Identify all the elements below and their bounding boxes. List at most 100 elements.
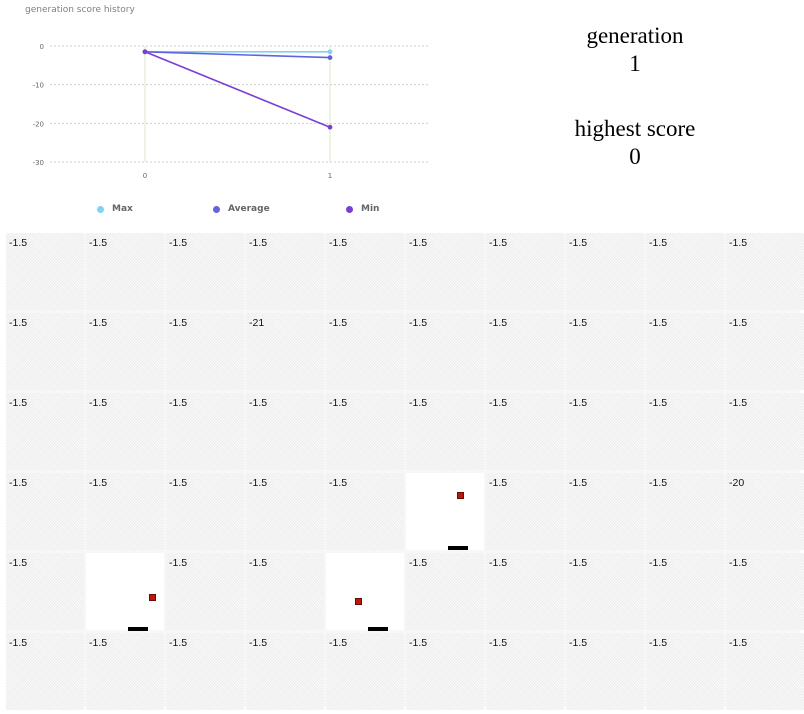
ball bbox=[149, 594, 156, 601]
cell-score: -1.5 bbox=[89, 637, 108, 649]
cell-score: -1.5 bbox=[169, 397, 188, 409]
cell-score: -1.5 bbox=[329, 317, 348, 329]
game-cell: -1.5 bbox=[566, 313, 644, 390]
game-cell: -1.5 bbox=[726, 233, 804, 310]
cell-score: -1.5 bbox=[169, 557, 188, 569]
game-cell: -1.5 bbox=[326, 393, 404, 470]
cell-score: -1.5 bbox=[569, 557, 588, 569]
cell-score: -1.5 bbox=[169, 317, 188, 329]
cell-score: -1.5 bbox=[249, 637, 268, 649]
cell-score: -1.5 bbox=[489, 397, 508, 409]
paddle bbox=[368, 627, 388, 631]
cell-score: -1.5 bbox=[569, 637, 588, 649]
x-tick-label: 1 bbox=[328, 172, 332, 180]
game-cell-active bbox=[326, 553, 404, 631]
legend-min-swatch bbox=[346, 205, 353, 213]
legend-item-min[interactable]: Min bbox=[346, 202, 379, 216]
cell-score: -1.5 bbox=[489, 557, 508, 569]
game-cell: -1.5 bbox=[246, 393, 324, 470]
game-cell: -1.5 bbox=[6, 313, 84, 390]
data-point-min bbox=[327, 124, 333, 130]
cell-score: -1.5 bbox=[729, 397, 748, 409]
legend-max-label: Max bbox=[112, 204, 133, 214]
game-cell: -1.5 bbox=[566, 553, 644, 630]
cell-score: -1.5 bbox=[649, 637, 668, 649]
game-cell: -1.5 bbox=[486, 473, 564, 550]
cell-score: -1.5 bbox=[729, 557, 748, 569]
score-history-chart: generation score history 0 -10 -20 -30 0 1 Ma… bbox=[0, 0, 440, 230]
cell-score: -1.5 bbox=[329, 397, 348, 409]
game-cell: -1.5 bbox=[646, 233, 724, 310]
game-cell: -1.5 bbox=[566, 393, 644, 470]
ball bbox=[457, 492, 464, 499]
game-cell: -1.5 bbox=[406, 633, 484, 710]
cell-score: -1.5 bbox=[169, 477, 188, 489]
game-cell: -1.5 bbox=[86, 313, 164, 390]
cell-score: -1.5 bbox=[9, 477, 28, 489]
paddle bbox=[448, 546, 468, 550]
cell-score: -1.5 bbox=[9, 317, 28, 329]
game-cell: -1.5 bbox=[6, 633, 84, 710]
game-cell: -1.5 bbox=[326, 233, 404, 310]
cell-score: -1.5 bbox=[409, 557, 428, 569]
game-cell: -1.5 bbox=[246, 633, 324, 710]
cell-score: -1.5 bbox=[89, 477, 108, 489]
chart-svg: 0 -10 -20 -30 0 1 bbox=[33, 43, 428, 180]
game-cell-active bbox=[86, 553, 164, 631]
cell-score: -1.5 bbox=[329, 237, 348, 249]
game-cell: -1.5 bbox=[646, 393, 724, 470]
cell-score: -1.5 bbox=[89, 397, 108, 409]
cell-score: -1.5 bbox=[329, 477, 348, 489]
cell-score: -1.5 bbox=[729, 237, 748, 249]
cell-score: -1.5 bbox=[489, 237, 508, 249]
game-cell: -1.5 bbox=[6, 233, 84, 310]
game-cell: -1.5 bbox=[6, 393, 84, 470]
cell-score: -20 bbox=[729, 477, 745, 489]
cell-score: -1.5 bbox=[409, 397, 428, 409]
legend-item-max[interactable]: Max bbox=[97, 202, 133, 216]
cell-score: -1.5 bbox=[249, 397, 268, 409]
game-cell: -1.5 bbox=[726, 393, 804, 470]
game-cell: -1.5 bbox=[486, 233, 564, 310]
data-point-min bbox=[142, 49, 148, 55]
generation-value: 1 bbox=[629, 51, 641, 76]
game-cell: -1.5 bbox=[166, 313, 244, 390]
legend-item-average[interactable]: Average bbox=[213, 202, 270, 216]
game-cell: -1.5 bbox=[326, 313, 404, 390]
cell-score: -1.5 bbox=[649, 477, 668, 489]
game-cell: -1.5 bbox=[486, 393, 564, 470]
game-cell: -1.5 bbox=[646, 473, 724, 550]
y-tick-label: 0 bbox=[40, 43, 44, 51]
game-cell: -1.5 bbox=[406, 233, 484, 310]
legend-max-swatch bbox=[97, 205, 104, 213]
game-cell: -1.5 bbox=[166, 553, 244, 630]
paddle bbox=[128, 627, 148, 631]
x-tick-label: 0 bbox=[143, 172, 147, 180]
highest-score-label: highest score bbox=[574, 116, 696, 141]
game-cell: -1.5 bbox=[246, 233, 324, 310]
game-cell: -1.5 bbox=[646, 553, 724, 630]
cell-score: -1.5 bbox=[9, 557, 28, 569]
game-cell: -1.5 bbox=[326, 633, 404, 710]
cell-score: -1.5 bbox=[649, 557, 668, 569]
cell-score: -1.5 bbox=[9, 637, 28, 649]
cell-score: -21 bbox=[249, 317, 265, 329]
game-cell: -1.5 bbox=[6, 553, 84, 630]
game-cell: -1.5 bbox=[86, 473, 164, 550]
cell-score: -1.5 bbox=[489, 477, 508, 489]
data-point-max bbox=[327, 49, 333, 55]
cell-score: -1.5 bbox=[649, 397, 668, 409]
game-cell: -1.5 bbox=[646, 313, 724, 390]
game-cell: -1.5 bbox=[486, 553, 564, 630]
game-cell: -1.5 bbox=[86, 633, 164, 710]
y-tick-label: -10 bbox=[33, 82, 44, 90]
game-cell: -1.5 bbox=[566, 233, 644, 310]
cell-score: -1.5 bbox=[89, 317, 108, 329]
game-cell: -1.5 bbox=[486, 313, 564, 390]
ball bbox=[355, 598, 362, 605]
game-cell: -1.5 bbox=[326, 473, 404, 550]
series-line-min bbox=[144, 51, 331, 128]
series-line-average bbox=[144, 51, 331, 59]
game-cell: -1.5 bbox=[166, 393, 244, 470]
cell-score: -1.5 bbox=[9, 397, 28, 409]
